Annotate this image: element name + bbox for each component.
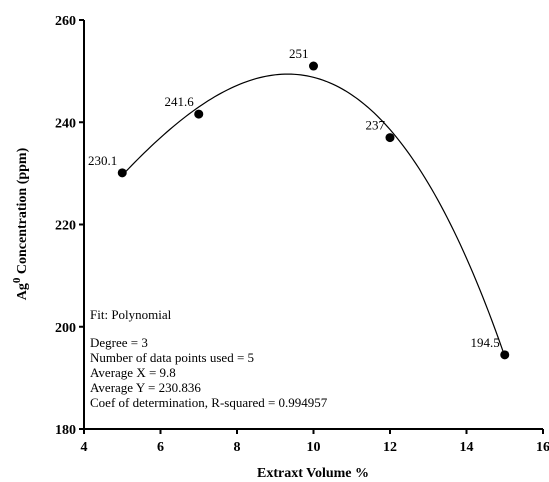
x-tick-label: 12 xyxy=(383,440,397,455)
fit-info-line2: Degree = 3 xyxy=(90,335,148,350)
x-axis-title: Extraxt Volume % xyxy=(257,466,369,481)
y-axis-title: Ag0 Concentration (ppm) xyxy=(11,147,30,300)
y-tick-label: 220 xyxy=(55,219,76,234)
data-point-label: 251 xyxy=(289,46,309,61)
y-axis-title-sup: 0 xyxy=(11,277,23,283)
y-ticks: 180 200 220 240 260 xyxy=(55,14,84,438)
fit-info-line6: Coef of determination, R-squared = 0.994… xyxy=(90,395,328,410)
data-point-label: 194.5 xyxy=(471,335,500,350)
y-tick-label: 260 xyxy=(55,14,76,29)
fit-info-line1: Fit: Polynomial xyxy=(90,307,172,322)
y-axis-title-rest: Concentration (ppm) xyxy=(15,147,30,277)
data-point xyxy=(117,168,127,178)
y-axis-title-main: Ag xyxy=(15,283,30,300)
data-point-label: 237 xyxy=(366,118,386,133)
data-point xyxy=(385,133,395,143)
data-point-label: 241.6 xyxy=(165,94,195,109)
y-tick-label: 240 xyxy=(55,116,76,131)
x-tick-label: 10 xyxy=(307,440,321,455)
y-tick-label: 200 xyxy=(55,321,76,336)
fit-info: Fit: Polynomial Degree = 3 Number of dat… xyxy=(90,307,328,410)
x-tick-label: 16 xyxy=(536,440,549,455)
fit-info-line5: Average Y = 230.836 xyxy=(90,380,201,395)
point-labels: 230.1 241.6 251 237 194.5 xyxy=(88,46,500,350)
x-tick-label: 14 xyxy=(460,440,474,455)
x-tick-label: 8 xyxy=(234,440,241,455)
data-point xyxy=(194,109,204,119)
y-tick-label: 180 xyxy=(55,423,76,438)
x-tick-label: 4 xyxy=(81,440,88,455)
fit-curve xyxy=(121,73,506,357)
x-ticks: 4 6 8 10 12 14 16 xyxy=(81,429,549,455)
data-point xyxy=(500,350,510,360)
x-tick-label: 6 xyxy=(157,440,164,455)
data-point xyxy=(309,61,318,71)
fit-info-line4: Average X = 9.8 xyxy=(90,365,176,380)
fit-info-line3: Number of data points used = 5 xyxy=(90,350,254,365)
data-points xyxy=(117,61,510,360)
data-point-label: 230.1 xyxy=(88,153,117,168)
